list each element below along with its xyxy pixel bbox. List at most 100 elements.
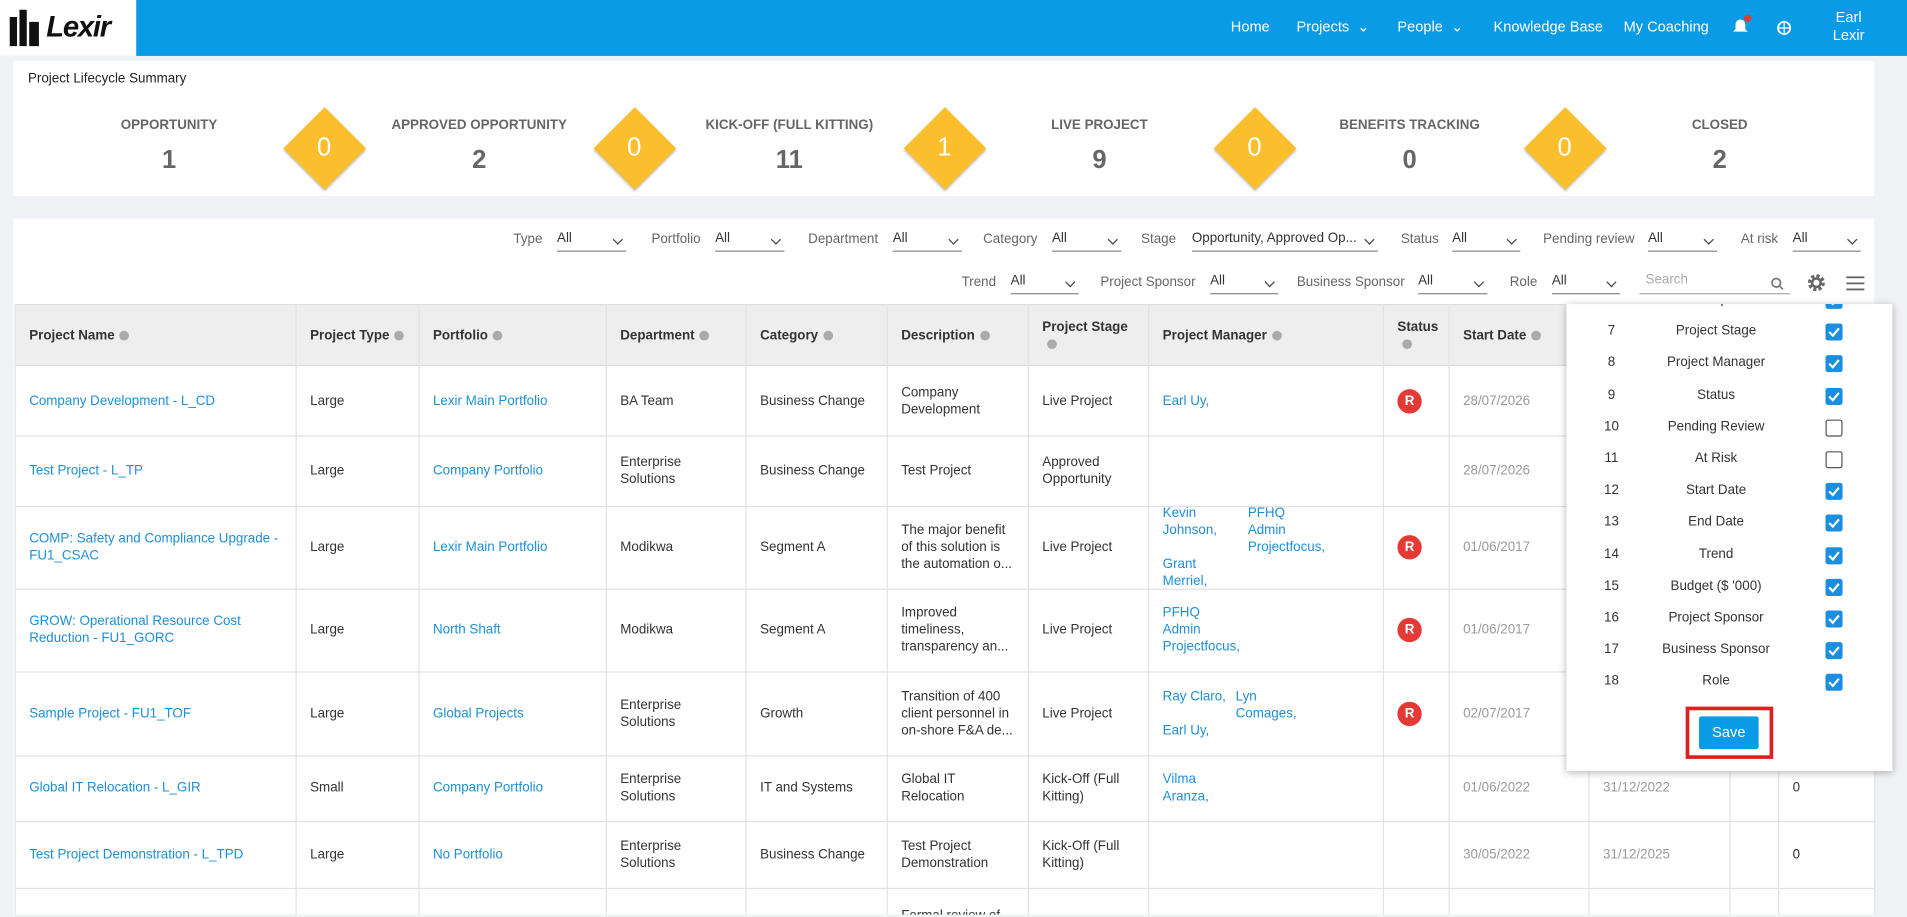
filter-select[interactable]: All (715, 231, 785, 252)
globe-icon[interactable] (1777, 19, 1792, 41)
settings-icon[interactable] (1806, 272, 1827, 299)
managers: Vilma Aranza, (1163, 771, 1248, 805)
name[interactable]: GROW: Operational Resource Cost Reductio… (29, 614, 241, 646)
start-date: 28/07/2026 (1463, 463, 1531, 478)
name[interactable]: COMP: Safety and Compliance Upgrade - FU… (29, 531, 279, 564)
manager-link[interactable]: Ray Claro, (1162, 688, 1226, 704)
manager-link[interactable]: PFHQ Admin Projectfocus, (1162, 605, 1241, 655)
setting-checkbox[interactable] (1825, 514, 1843, 532)
portfolio[interactable]: Company Portfolio (432, 463, 544, 478)
info-icon (1402, 338, 1413, 349)
portfolio[interactable]: No Portfolio (432, 847, 503, 862)
nav-label[interactable]: Home (1230, 18, 1270, 36)
save-button[interactable]: Save (1699, 716, 1759, 750)
setting-checkbox[interactable] (1825, 323, 1843, 341)
nav-item[interactable]: Knowledge Base (1493, 18, 1603, 35)
setting-checkbox[interactable] (1825, 610, 1843, 628)
setting-checkbox[interactable] (1825, 355, 1843, 373)
portfolio[interactable]: Global Projects (432, 706, 524, 721)
filter-select[interactable]: All (1551, 274, 1620, 295)
name[interactable]: Test Project Demonstration - L_TPD (29, 847, 244, 862)
table-cell: Earl Uy, (1163, 366, 1373, 435)
column-header[interactable]: Project Name (29, 304, 288, 366)
table-cell: Lexir Main Portfolio (433, 366, 596, 435)
nav-label[interactable]: Projects (1296, 18, 1350, 36)
column-header[interactable]: Category (760, 304, 879, 366)
portfolio[interactable]: Lexir Main Portfolio (432, 393, 548, 409)
nav-item[interactable]: My Coaching (1624, 18, 1709, 35)
portfolio[interactable]: Company Portfolio (432, 780, 544, 796)
portfolio[interactable]: Lexir Main Portfolio (432, 539, 548, 555)
setting-checkbox[interactable] (1825, 674, 1843, 692)
filter-select[interactable]: All (1010, 274, 1079, 295)
row-divider (14, 671, 1875, 673)
setting-checkbox[interactable] (1825, 451, 1843, 469)
table-cell: Global IT Relocation - L_GIR (29, 755, 286, 821)
column-header-label: Description (901, 327, 990, 344)
setting-checkbox[interactable] (1825, 642, 1843, 660)
filter-select[interactable]: All (1052, 231, 1122, 252)
column-header[interactable]: Project Manager (1163, 304, 1376, 366)
filter-select[interactable]: All (1418, 274, 1488, 295)
info-icon (1531, 330, 1541, 341)
manager-link[interactable]: Lyn Comages, (1235, 688, 1297, 721)
setting-checkbox[interactable] (1825, 387, 1843, 405)
column-header[interactable]: Description (901, 304, 1020, 366)
setting-checkbox[interactable] (1825, 483, 1843, 501)
filter-select[interactable]: Opportunity, Approved Op... (1191, 231, 1378, 252)
nav-item[interactable]: Home (1231, 18, 1270, 35)
manager-link[interactable]: Grant Merriel, (1162, 557, 1208, 589)
setting-checkbox[interactable] (1825, 546, 1843, 564)
nav-label[interactable]: People (1397, 18, 1443, 36)
name[interactable]: Company Development - L_CD (29, 393, 216, 409)
row-divider (14, 820, 1875, 823)
setting-checkbox[interactable] (1825, 304, 1843, 309)
table-cell: GROW: Operational Resource Cost Reductio… (29, 589, 286, 672)
filter-select[interactable]: All (557, 231, 627, 252)
filter-select[interactable]: All (1792, 231, 1861, 252)
column-header[interactable]: Department (620, 304, 738, 366)
filter-select[interactable]: All (892, 231, 963, 252)
column-header[interactable]: Start Date (1463, 304, 1581, 366)
nav-item[interactable]: People ⌄ (1397, 18, 1463, 35)
column-header[interactable]: Project Stage (1042, 304, 1141, 366)
name[interactable]: Global IT Relocation - L_GIR (29, 780, 201, 796)
stage-label: LIVE PROJECT (1051, 117, 1148, 133)
column-header[interactable]: Project Type (310, 304, 411, 366)
filter-select[interactable]: All (1210, 274, 1279, 295)
column-header[interactable]: Portfolio (433, 304, 598, 366)
nav-label[interactable]: My Coaching (1623, 18, 1709, 36)
search-box[interactable]: Search (1639, 272, 1791, 295)
setting-checkbox[interactable] (1825, 419, 1843, 437)
manager-link[interactable]: PFHQ Admin Projectfocus, (1247, 505, 1326, 555)
column-header[interactable]: Status (1397, 304, 1441, 366)
bell-icon[interactable] (1732, 18, 1749, 41)
setting-checkbox[interactable] (1825, 578, 1843, 596)
filter-select[interactable]: All (1647, 231, 1718, 252)
name[interactable]: Sample Project - FU1_TOF (29, 706, 192, 721)
logo-icon (9, 9, 39, 47)
column-divider (605, 304, 607, 915)
table-cell: Sample Project - FU1_TOF (29, 671, 286, 755)
menu-icon[interactable] (1846, 275, 1865, 297)
portfolio[interactable]: North Shaft (432, 622, 501, 638)
column-divider (1382, 304, 1385, 915)
column-header-text: Project Name (29, 327, 115, 343)
status-badge: R (1397, 617, 1422, 643)
nav-label[interactable]: Knowledge Base (1493, 18, 1604, 36)
filter-label: Stage (1141, 232, 1177, 247)
table-cell: Large (310, 671, 409, 755)
nav-item[interactable]: Projects ⌄ (1296, 18, 1369, 35)
user-name[interactable]: Earl (1835, 8, 1862, 26)
manager-link[interactable]: Kevin Johnson, (1162, 505, 1217, 538)
description: Transition of 400 client personnel in on… (901, 688, 1013, 738)
table-cell: Business Change (760, 435, 877, 506)
manager-link[interactable]: Vilma Aranza, (1162, 772, 1209, 804)
filter-select[interactable]: All (1452, 231, 1521, 252)
user-name[interactable]: Lexir (1832, 26, 1865, 44)
table-cell: Live Project (1042, 589, 1138, 672)
manager-link[interactable]: Earl Uy, (1162, 393, 1210, 409)
name[interactable]: Test Project - L_TP (29, 463, 143, 478)
manager-link[interactable]: Earl Uy, (1162, 723, 1210, 738)
table-cell: Enterprise Solutions (620, 435, 736, 506)
